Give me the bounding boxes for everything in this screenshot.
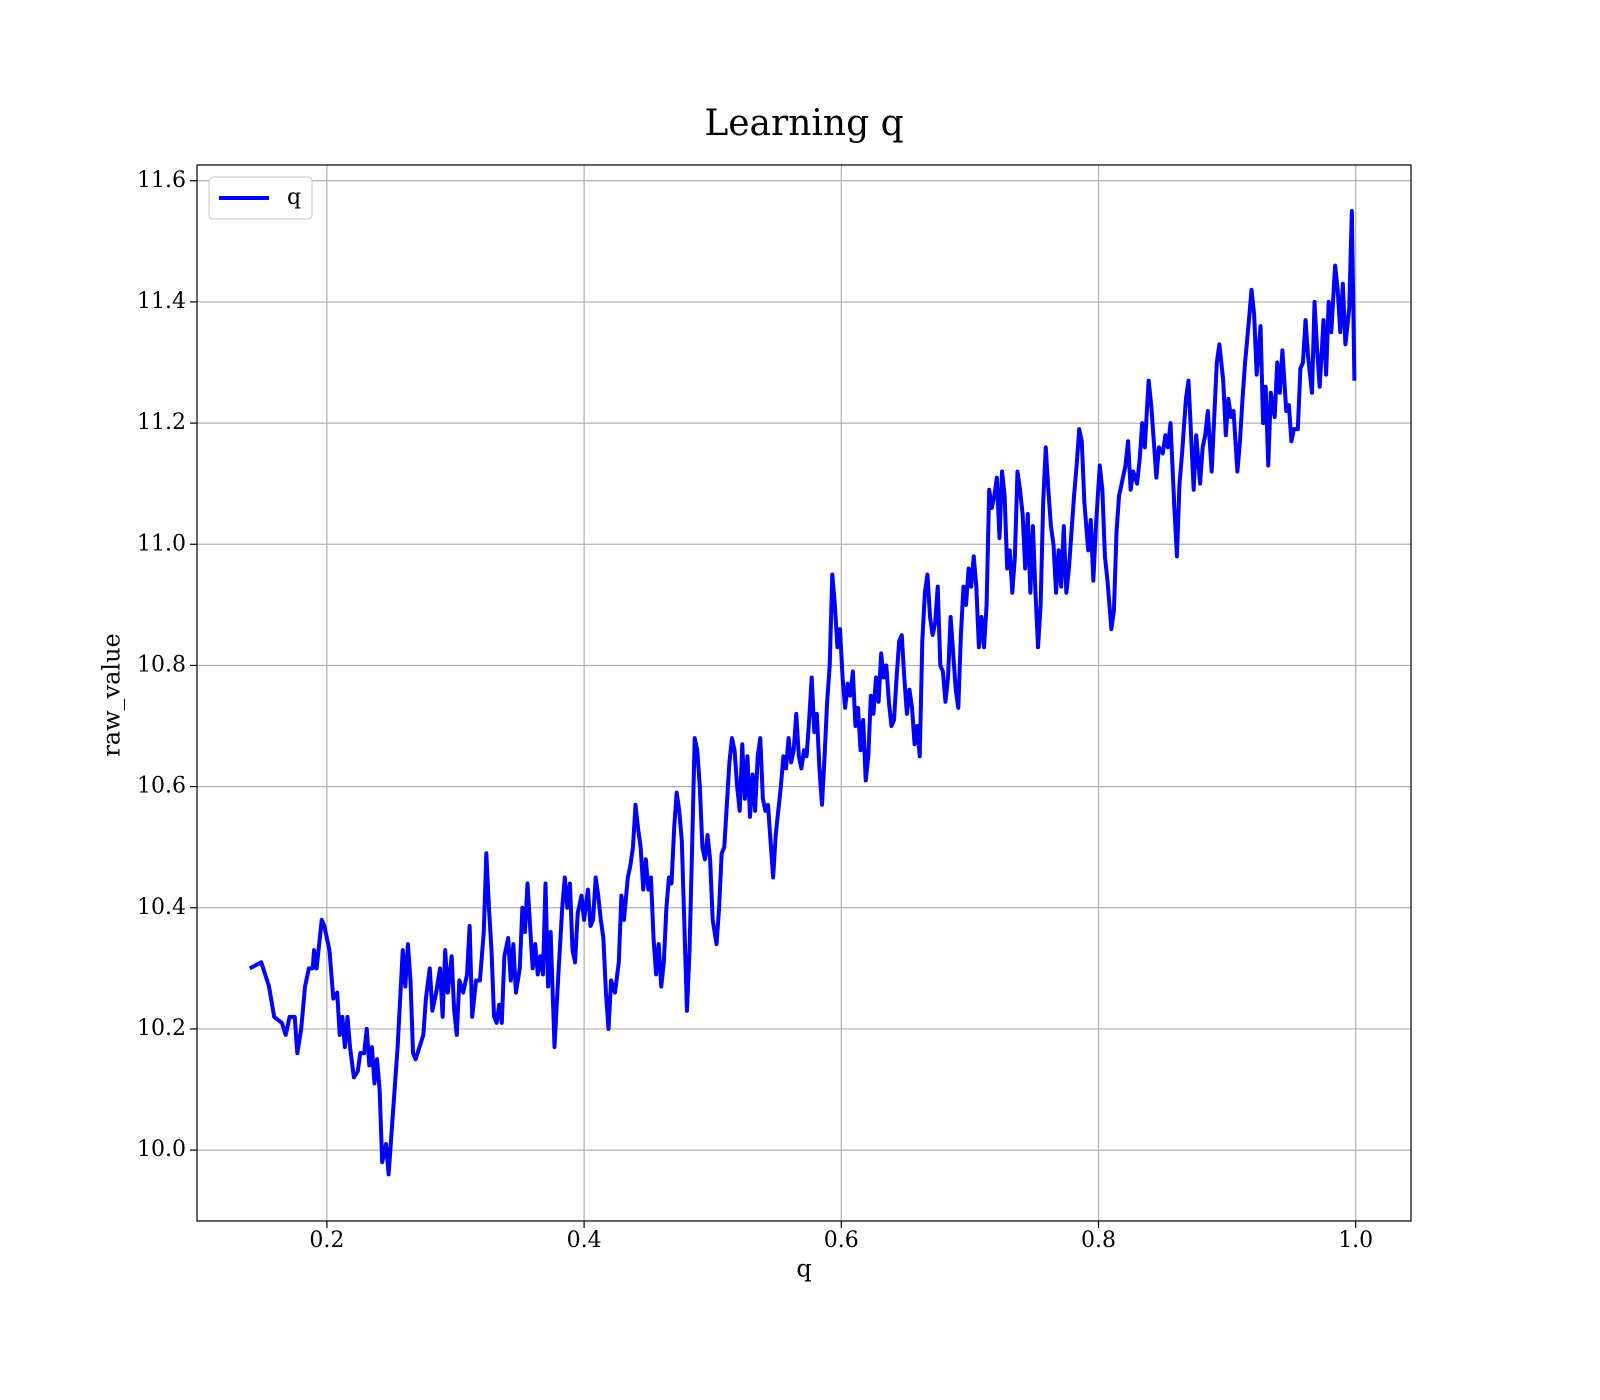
plot-frame [196,164,1412,1222]
y-tick-label: 10.4 [137,895,186,920]
chart-title: Learning q [704,103,903,144]
y-tick-label: 10.6 [137,774,186,799]
legend: q [208,176,313,220]
y-tick-label: 10.8 [137,652,186,677]
line-series [248,209,1357,1177]
y-tick-label: 11.2 [137,410,186,435]
y-axis-label: raw_value [98,633,126,757]
y-tick-label: 10.2 [137,1016,186,1041]
y-tick-label: 11.4 [137,289,186,314]
x-axis-label: q [796,1255,811,1283]
x-tick-label: 0.6 [824,1228,859,1253]
y-tick-label: 11.6 [137,168,186,193]
grid [197,165,1411,1221]
x-tick-label: 0.4 [567,1228,602,1253]
x-tick-label: 1.0 [1338,1228,1373,1253]
x-tick-label: 0.8 [1081,1228,1116,1253]
legend-label: q [287,185,301,210]
y-tick-label: 11.0 [137,531,186,556]
y-tick-label: 10.0 [137,1137,186,1162]
x-tick-label: 0.2 [309,1228,344,1253]
